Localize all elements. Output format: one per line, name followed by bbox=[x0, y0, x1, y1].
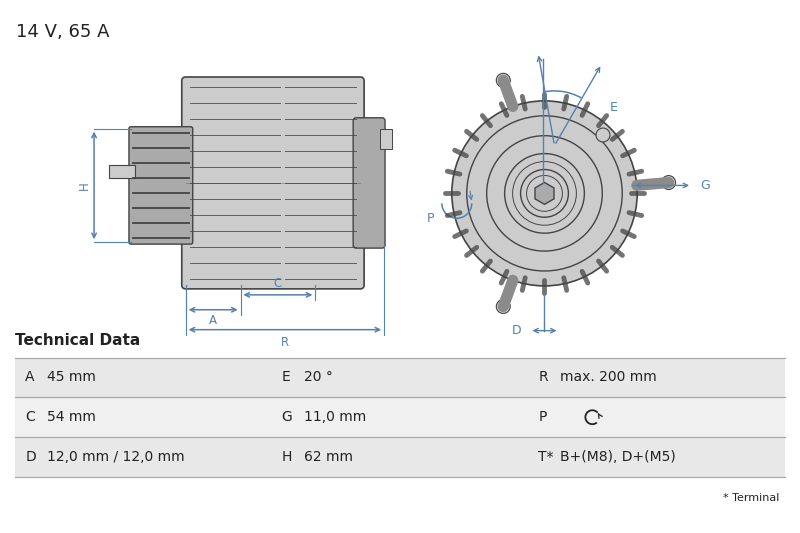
Circle shape bbox=[500, 303, 506, 310]
Circle shape bbox=[662, 175, 675, 190]
Text: max. 200 mm: max. 200 mm bbox=[560, 370, 657, 384]
Text: 45 mm: 45 mm bbox=[47, 370, 96, 384]
Bar bbox=[109, 165, 135, 179]
Polygon shape bbox=[535, 182, 554, 204]
FancyBboxPatch shape bbox=[129, 127, 193, 244]
Text: Technical Data: Technical Data bbox=[15, 333, 141, 348]
Text: B+(M8), D+(M5): B+(M8), D+(M5) bbox=[560, 450, 676, 464]
Text: E: E bbox=[610, 101, 617, 115]
Text: 12,0 mm / 12,0 mm: 12,0 mm / 12,0 mm bbox=[47, 450, 185, 464]
Text: C: C bbox=[274, 277, 282, 290]
Bar bbox=[15, 437, 785, 477]
FancyBboxPatch shape bbox=[353, 118, 385, 248]
Text: G: G bbox=[700, 179, 710, 192]
Text: R: R bbox=[281, 336, 289, 349]
Text: A: A bbox=[26, 370, 35, 384]
Bar bbox=[15, 358, 785, 397]
Text: G: G bbox=[282, 410, 293, 424]
Text: T*: T* bbox=[538, 450, 554, 464]
Text: 11,0 mm: 11,0 mm bbox=[304, 410, 366, 424]
FancyBboxPatch shape bbox=[182, 77, 364, 289]
Text: A: A bbox=[209, 314, 217, 327]
Circle shape bbox=[505, 154, 584, 233]
Circle shape bbox=[521, 169, 569, 217]
Circle shape bbox=[496, 300, 510, 313]
Bar bbox=[15, 397, 785, 437]
Circle shape bbox=[486, 136, 602, 251]
Text: H: H bbox=[78, 181, 90, 190]
Text: 20 °: 20 ° bbox=[304, 370, 333, 384]
Text: D: D bbox=[26, 450, 36, 464]
Circle shape bbox=[596, 128, 610, 142]
Circle shape bbox=[496, 74, 510, 87]
Text: * Terminal: * Terminal bbox=[723, 493, 780, 503]
Circle shape bbox=[500, 77, 506, 83]
Text: D: D bbox=[512, 324, 522, 337]
Text: E: E bbox=[282, 370, 290, 384]
Circle shape bbox=[452, 101, 637, 286]
Text: P: P bbox=[426, 212, 434, 225]
Text: C: C bbox=[26, 410, 35, 424]
Bar bbox=[380, 129, 392, 149]
Text: 62 mm: 62 mm bbox=[304, 450, 353, 464]
Text: R: R bbox=[538, 370, 548, 384]
Text: 54 mm: 54 mm bbox=[47, 410, 96, 424]
Text: H: H bbox=[282, 450, 292, 464]
Circle shape bbox=[666, 180, 671, 185]
Text: P: P bbox=[538, 410, 546, 424]
Text: 14 V, 65 A: 14 V, 65 A bbox=[16, 23, 110, 41]
